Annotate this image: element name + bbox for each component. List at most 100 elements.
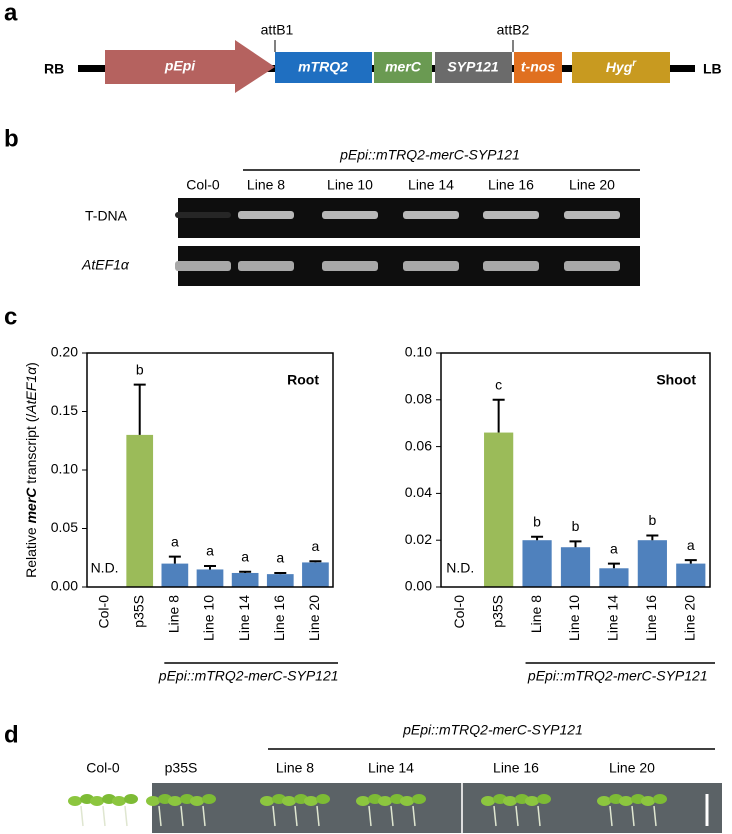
y-tick-label: 0.08	[405, 391, 432, 407]
band	[483, 211, 539, 219]
y-axis-label-part: Relative	[23, 523, 39, 577]
y-tick-label: 0.05	[51, 519, 78, 535]
construct-label: pEpi::mTRQ2-merC-SYP121	[402, 722, 583, 738]
y-axis-label-part: transcript (/	[23, 414, 39, 488]
error-bar	[607, 562, 620, 569]
y-tick-label: 0.15	[51, 402, 78, 418]
stem	[158, 805, 162, 827]
photo-label: p35S	[165, 760, 198, 776]
bar	[484, 432, 514, 587]
significance-letter: b	[572, 518, 580, 534]
error-bar	[492, 398, 505, 433]
x-tick-label: Line 8	[166, 595, 182, 633]
photo-label: Col-0	[86, 760, 120, 776]
leaf	[412, 794, 426, 804]
lane-label: Line 10	[327, 177, 373, 193]
y-tick-label: 0.02	[405, 531, 432, 547]
stem	[202, 805, 206, 827]
panel-letter: d	[4, 721, 19, 748]
leaf	[90, 796, 104, 806]
stem	[80, 805, 84, 827]
leaf	[304, 796, 318, 806]
stem	[609, 805, 613, 827]
x-tick-label: Col-0	[95, 595, 111, 629]
band	[564, 211, 620, 219]
hyg-text: Hyg	[606, 59, 633, 75]
leaf	[481, 796, 495, 806]
band	[564, 261, 620, 271]
construct-label: pEpi::mTRQ2-merC-SYP121	[339, 147, 520, 163]
panel-letter: c	[4, 303, 17, 330]
annotation: N.D.	[446, 560, 474, 576]
leaf	[202, 794, 216, 804]
significance-letter: a	[687, 537, 695, 553]
leaf	[190, 796, 204, 806]
leaf	[356, 796, 370, 806]
significance-letter: c	[495, 377, 502, 393]
y-tick-label: 0.10	[405, 344, 432, 360]
leaf	[525, 796, 539, 806]
band	[175, 212, 231, 218]
y-tick-label: 0.04	[405, 484, 432, 500]
significance-letter: b	[136, 361, 144, 377]
x-tick-label: Line 16	[271, 595, 287, 641]
error-bar	[569, 540, 582, 548]
promoter-arrow	[105, 40, 275, 93]
row-label: T-DNA	[85, 208, 128, 224]
photo-label: Line 8	[276, 760, 314, 776]
chart-title: Root	[287, 372, 319, 388]
x-tick-label: Line 8	[528, 595, 544, 633]
leaf	[641, 796, 655, 806]
leaf	[400, 796, 414, 806]
y-tick-label: 0.00	[405, 578, 432, 594]
att-label: attB2	[497, 22, 530, 38]
x-tick-label: Line 10	[566, 595, 582, 641]
leaf	[316, 794, 330, 804]
leaf	[168, 796, 182, 806]
x-tick-label: Col-0	[451, 595, 467, 629]
leaf	[378, 796, 392, 806]
band	[175, 261, 231, 271]
error-bar	[204, 564, 216, 570]
leaf	[112, 796, 126, 806]
y-tick-label: 0.20	[51, 344, 78, 360]
band	[238, 211, 294, 219]
x-tick-label: Line 14	[605, 595, 621, 641]
element-label: SYP121	[447, 59, 499, 75]
significance-letter: a	[171, 533, 179, 549]
bar	[231, 572, 259, 587]
chart-title: Shoot	[656, 372, 696, 388]
bar	[676, 563, 706, 587]
x-tick-label: Line 10	[201, 595, 217, 641]
stem	[493, 805, 497, 827]
bar	[196, 569, 224, 587]
element-label: Hygr	[606, 58, 637, 75]
photo-label: Line 16	[493, 760, 539, 776]
x-tick-label: p35S	[489, 595, 505, 628]
stem	[272, 805, 276, 827]
significance-letter: a	[241, 548, 249, 564]
stem	[390, 805, 394, 827]
element-box	[572, 52, 670, 83]
group-label: pEpi::mTRQ2-merC-SYP121	[158, 668, 339, 684]
significance-letter: a	[276, 550, 284, 566]
stem	[412, 805, 416, 827]
photo-label: Line 14	[368, 760, 414, 776]
x-tick-label: p35S	[130, 595, 146, 628]
y-tick-label: 0.06	[405, 437, 432, 453]
att-label: attB1	[261, 22, 294, 38]
band	[403, 261, 459, 271]
stem	[515, 805, 519, 827]
error-bar	[646, 534, 659, 541]
significance-letter: a	[206, 543, 214, 559]
bar	[560, 547, 591, 587]
element-label: mTRQ2	[298, 59, 348, 75]
y-tick-label: 0.10	[51, 461, 78, 477]
y-axis-label-part: )	[23, 362, 39, 367]
x-tick-label: Line 20	[306, 595, 322, 641]
plot-frame	[86, 352, 334, 588]
significance-letter: a	[610, 540, 618, 556]
error-bar	[168, 555, 181, 564]
error-bar	[309, 560, 322, 563]
leaf	[260, 796, 274, 806]
